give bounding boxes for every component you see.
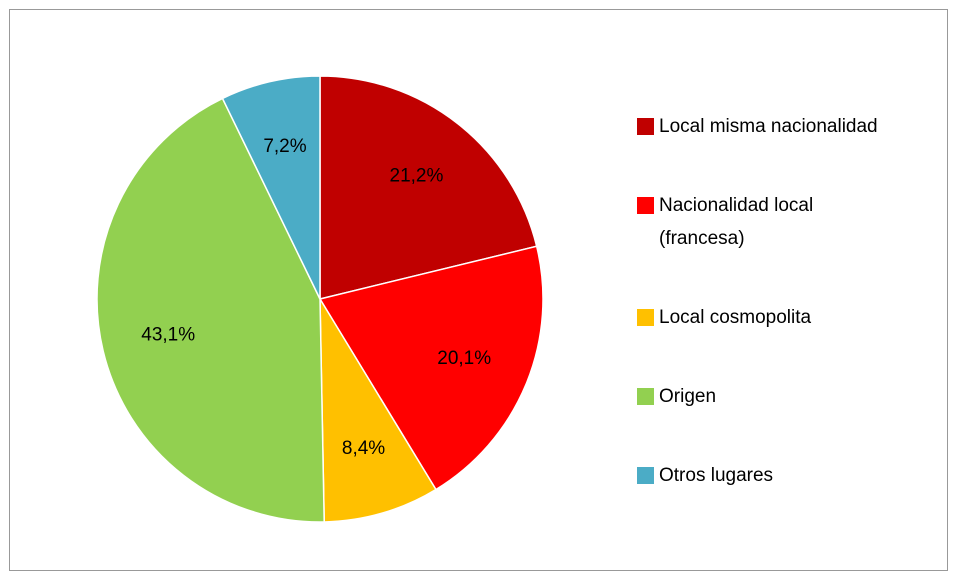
legend-label: Local cosmopolita	[659, 307, 812, 328]
legend-swatch	[637, 309, 654, 326]
legend-swatch	[637, 467, 654, 484]
data-label: 7,2%	[263, 136, 306, 157]
legend-swatch	[637, 197, 654, 214]
pie-slice	[319, 296, 437, 523]
legend-item: Origen	[637, 380, 942, 413]
data-label: 21,2%	[390, 165, 444, 186]
legend-label: Nacionalidad local (francesa)	[659, 195, 814, 249]
legend-item: Local misma nacionalidad	[637, 110, 942, 143]
pie-slice	[221, 75, 321, 300]
legend: Local misma nacionalidad Nacionalidad loc…	[637, 110, 942, 538]
legend-label: Otros lugares	[659, 465, 774, 486]
data-label: 20,1%	[437, 348, 491, 369]
pie-slice	[319, 75, 538, 300]
legend-label: Origen	[659, 386, 717, 407]
pie-slice	[318, 245, 544, 491]
legend-item: Otros lugares	[637, 459, 942, 492]
data-label: 8,4%	[342, 438, 385, 459]
legend-item: Local cosmopolita	[637, 301, 942, 334]
data-label: 43,1%	[141, 324, 195, 345]
legend-swatch	[637, 118, 654, 135]
legend-label: Local misma nacionalidad	[659, 116, 878, 137]
pie-slice	[96, 97, 325, 523]
legend-item: Nacionalidad local (francesa)	[637, 189, 942, 255]
legend-swatch	[637, 388, 654, 405]
